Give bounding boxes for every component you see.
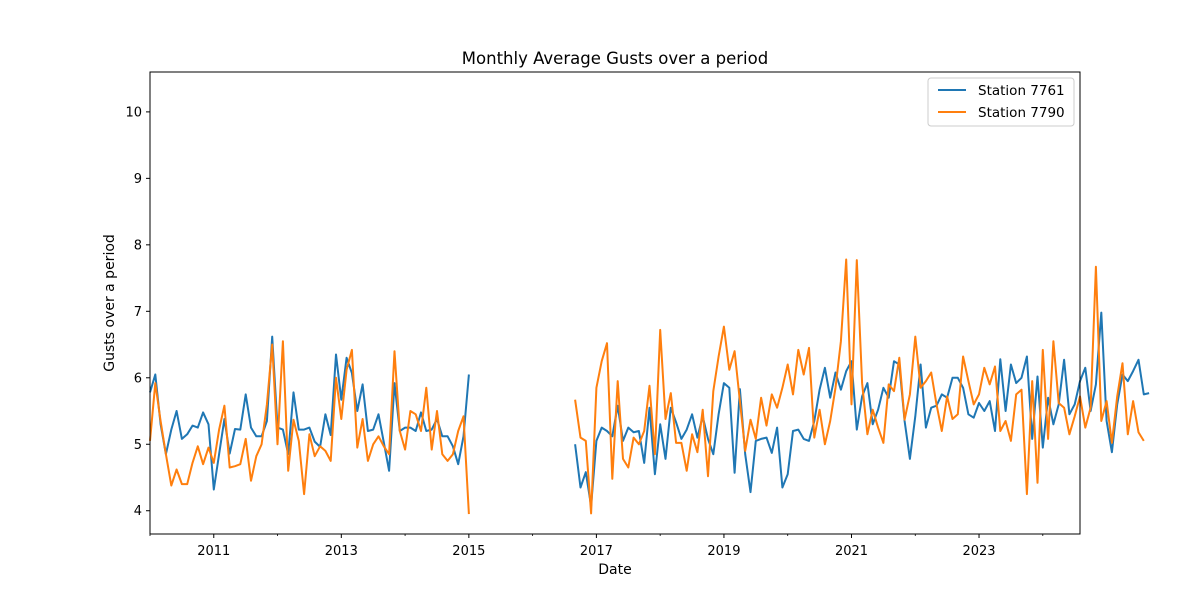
y-tick-label: 4 xyxy=(134,504,142,519)
y-axis: 4 5 6 7 8 9 10 xyxy=(125,105,150,519)
legend-label-1: Station 7761 xyxy=(978,83,1065,99)
y-tick-label: 10 xyxy=(125,105,142,120)
x-tick-label: 2015 xyxy=(452,544,485,559)
y-tick-label: 8 xyxy=(134,238,142,253)
y-tick-label: 6 xyxy=(134,371,142,386)
plot-frame xyxy=(149,71,1081,535)
y-tick-label: 5 xyxy=(134,438,142,453)
legend-label-2: Station 7790 xyxy=(978,105,1065,121)
series-line-1 xyxy=(149,311,1150,508)
x-tick-label: 2017 xyxy=(580,544,613,559)
chart-title: Monthly Average Gusts over a period xyxy=(462,49,768,68)
legend: Station 7761 Station 7790 xyxy=(927,77,1075,127)
y-tick-label: 9 xyxy=(134,172,142,187)
x-tick-label: 2019 xyxy=(707,544,740,559)
x-tick-label: 2021 xyxy=(835,544,868,559)
x-axis-label: Date xyxy=(598,562,631,578)
y-axis-label: Gusts over a period xyxy=(102,234,118,372)
x-axis: 2011 2013 2015 2017 2019 2021 2023 xyxy=(149,534,1044,559)
x-tick-label: 2011 xyxy=(197,544,230,559)
x-tick-label: 2023 xyxy=(962,544,995,559)
plot-area xyxy=(149,258,1150,515)
series-line-2 xyxy=(149,258,1145,515)
y-tick-label: 7 xyxy=(134,305,142,320)
x-tick-label: 2013 xyxy=(325,544,358,559)
